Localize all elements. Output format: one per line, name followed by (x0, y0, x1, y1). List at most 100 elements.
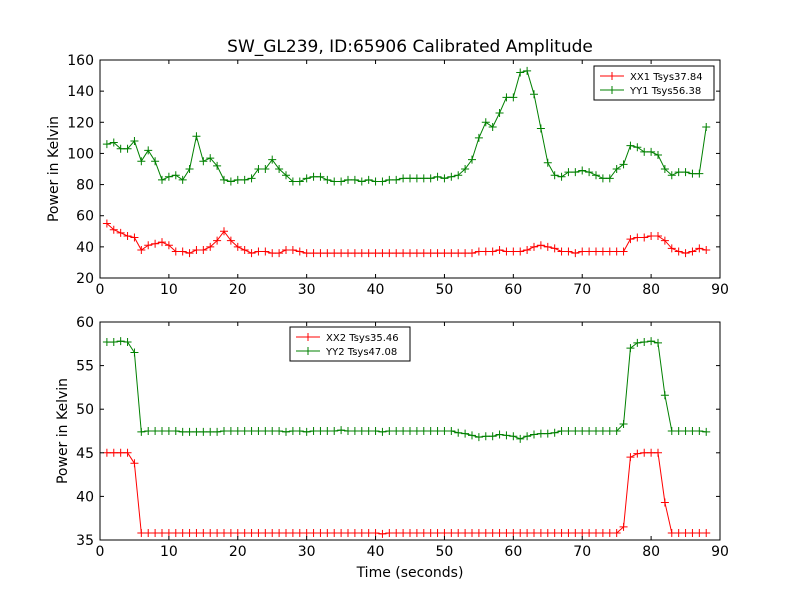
data-point-0-0-73 (605, 247, 614, 256)
legend-box-1 (289, 326, 411, 362)
data-point-0-0-23 (261, 247, 270, 256)
data-point-0-1-8 (158, 175, 166, 184)
data-point-0-1-27 (288, 177, 297, 186)
x-tick-label-1-6: 60 (504, 544, 522, 560)
data-point-0-0-53 (468, 249, 476, 258)
data-point-0-1-44 (406, 174, 414, 183)
data-point-0-0-79 (647, 231, 656, 240)
data-point-0-1-42 (392, 175, 401, 184)
data-point-1-1-12 (185, 427, 194, 436)
data-point-0-1-51 (454, 171, 463, 180)
data-point-0-0-13 (192, 245, 201, 254)
data-point-1-1-48 (433, 427, 442, 435)
data-point-1-1-3 (123, 338, 132, 347)
data-point-1-1-21 (247, 427, 256, 435)
data-point-1-1-69 (578, 427, 587, 435)
data-point-0-1-39 (371, 177, 380, 186)
data-point-1-0-35 (344, 529, 352, 538)
data-point-0-1-43 (399, 174, 408, 183)
data-point-1-0-43 (399, 529, 408, 538)
data-point-0-0-34 (337, 249, 346, 258)
data-point-1-0-32 (323, 529, 332, 538)
data-point-1-1-49 (440, 427, 449, 435)
data-point-1-1-72 (598, 427, 607, 435)
y-axis-label-1: Power in Kelvin (55, 378, 71, 484)
data-point-1-1-59 (509, 432, 518, 441)
data-point-0-1-17 (220, 175, 228, 184)
data-point-1-0-78 (640, 448, 649, 457)
data-point-1-0-67 (564, 529, 573, 538)
data-point-1-1-7 (151, 427, 160, 435)
y-tick-label-0-1: 40 (76, 240, 94, 256)
data-point-0-0-54 (474, 247, 483, 256)
legend-marker-1-0 (304, 333, 312, 341)
data-point-0-1-65 (550, 171, 559, 180)
data-point-1-0-48 (433, 529, 442, 538)
data-point-0-0-1 (109, 225, 118, 234)
data-point-0-1-30 (309, 172, 318, 181)
data-point-1-1-5 (137, 427, 146, 436)
data-point-0-0-62 (530, 242, 538, 251)
data-point-1-1-1 (109, 338, 118, 347)
data-point-1-1-11 (178, 427, 187, 436)
data-point-0-1-40 (378, 177, 387, 186)
data-point-0-0-55 (481, 247, 490, 256)
data-point-1-1-61 (523, 432, 532, 441)
data-point-0-0-40 (378, 249, 387, 258)
data-point-1-0-30 (309, 529, 318, 538)
x-tick-label-0-0: 0 (96, 282, 105, 298)
data-point-0-1-16 (213, 161, 222, 170)
data-point-0-0-14 (199, 245, 208, 254)
data-point-1-0-15 (206, 529, 215, 538)
data-point-1-1-60 (516, 434, 525, 443)
data-point-1-0-54 (474, 529, 483, 538)
data-point-1-0-74 (612, 529, 621, 538)
data-point-1-0-77 (633, 449, 642, 458)
data-point-1-1-85 (688, 427, 697, 435)
data-point-0-1-49 (440, 174, 449, 183)
legend-label-0-1: YY1 Tsys56.38 (629, 86, 701, 97)
data-point-1-1-70 (585, 427, 594, 435)
x-tick-label-0-8: 80 (642, 282, 660, 298)
data-point-0-1-6 (144, 146, 153, 155)
data-point-0-1-72 (598, 174, 607, 183)
data-point-0-0-6 (144, 241, 153, 250)
data-point-0-0-7 (151, 239, 160, 248)
data-point-1-1-20 (240, 427, 249, 435)
data-point-0-0-45 (412, 249, 421, 258)
data-point-1-1-16 (213, 427, 222, 436)
data-point-1-1-64 (543, 429, 552, 438)
data-point-1-1-30 (309, 427, 318, 435)
data-point-1-1-65 (550, 428, 559, 437)
data-point-1-1-35 (344, 427, 352, 435)
legend-marker-0-1 (608, 86, 616, 94)
data-point-1-1-17 (220, 427, 228, 435)
data-point-0-1-86 (695, 169, 704, 178)
data-point-1-0-9 (164, 529, 173, 538)
data-point-1-1-83 (674, 427, 683, 435)
data-point-1-0-72 (598, 529, 607, 538)
data-point-1-1-55 (481, 432, 490, 441)
data-point-1-0-33 (330, 529, 339, 538)
legend-box-0 (593, 65, 715, 101)
data-point-0-1-63 (536, 124, 545, 133)
data-point-1-1-52 (461, 429, 470, 438)
data-point-1-1-68 (571, 427, 580, 435)
data-point-1-0-63 (536, 529, 545, 538)
data-point-1-1-58 (502, 431, 511, 440)
data-point-1-0-52 (461, 529, 470, 538)
data-point-1-0-84 (681, 529, 690, 538)
data-point-1-1-71 (592, 427, 600, 435)
data-point-1-0-37 (357, 529, 366, 538)
data-point-0-0-18 (226, 236, 235, 245)
data-point-0-0-3 (123, 231, 132, 240)
data-point-1-1-33 (330, 427, 339, 435)
data-point-1-1-42 (392, 427, 401, 435)
data-point-1-1-67 (564, 427, 573, 435)
data-point-0-0-69 (578, 247, 587, 256)
data-point-1-0-50 (447, 529, 456, 538)
data-point-1-0-4 (130, 459, 139, 468)
data-point-1-0-76 (626, 453, 635, 462)
data-point-0-0-17 (220, 227, 228, 236)
data-point-0-1-83 (674, 168, 683, 177)
